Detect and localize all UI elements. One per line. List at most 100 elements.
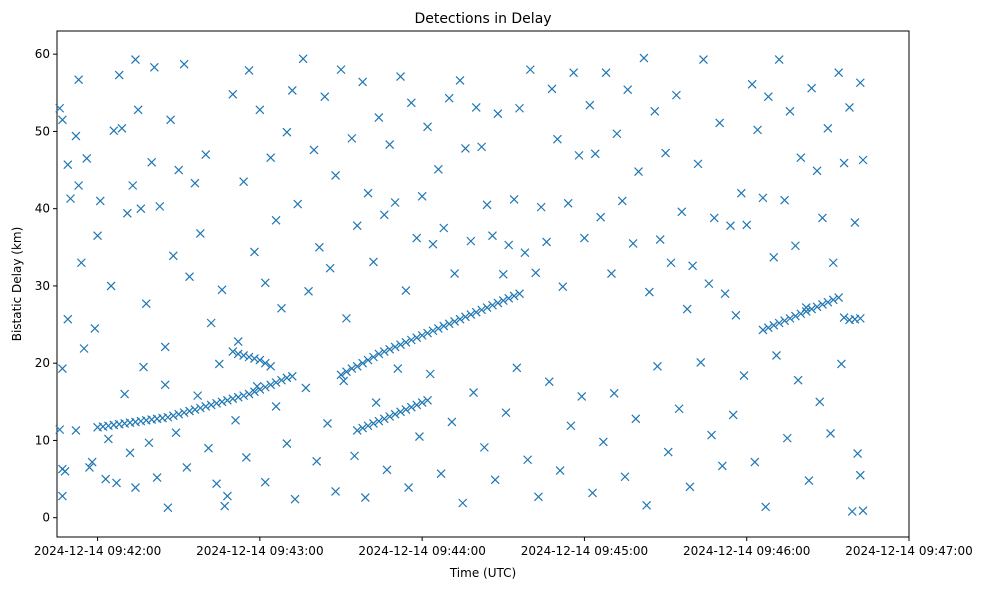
data-point bbox=[255, 355, 265, 365]
y-tick-label: 20 bbox=[35, 356, 50, 370]
data-point bbox=[847, 507, 857, 516]
data-point bbox=[228, 347, 238, 357]
data-point bbox=[385, 412, 395, 421]
data-point bbox=[331, 171, 341, 180]
data-point bbox=[747, 79, 757, 89]
data-point bbox=[531, 268, 541, 278]
data-point bbox=[406, 98, 416, 108]
data-point bbox=[580, 233, 589, 243]
data-point bbox=[190, 405, 200, 414]
data-point bbox=[63, 160, 73, 170]
data-point bbox=[628, 239, 638, 248]
data-point bbox=[304, 286, 313, 296]
data-point bbox=[239, 177, 249, 187]
data-point bbox=[260, 477, 270, 487]
data-point bbox=[482, 200, 492, 210]
data-point bbox=[341, 367, 351, 377]
data-point bbox=[122, 208, 132, 218]
data-point bbox=[57, 491, 67, 501]
data-point bbox=[715, 118, 725, 128]
data-point bbox=[653, 361, 662, 371]
data-point bbox=[774, 318, 784, 328]
data-point bbox=[339, 376, 349, 386]
data-point bbox=[423, 122, 432, 132]
data-point bbox=[782, 433, 792, 443]
data-point bbox=[552, 134, 562, 144]
data-point bbox=[120, 389, 130, 399]
data-point bbox=[133, 105, 143, 115]
data-point bbox=[588, 488, 597, 498]
data-point bbox=[479, 442, 489, 452]
data-point bbox=[396, 407, 405, 417]
data-point bbox=[650, 106, 660, 116]
data-point bbox=[515, 289, 524, 299]
data-point bbox=[201, 150, 211, 160]
data-point bbox=[677, 207, 687, 217]
data-point bbox=[412, 333, 422, 343]
data-point bbox=[590, 149, 600, 159]
data-point bbox=[239, 351, 249, 360]
data-point bbox=[79, 344, 89, 353]
data-point bbox=[498, 269, 508, 279]
data-point bbox=[850, 218, 860, 228]
data-point bbox=[858, 155, 868, 165]
data-point bbox=[493, 109, 503, 119]
data-point bbox=[417, 398, 427, 408]
data-point bbox=[149, 62, 159, 72]
data-point bbox=[250, 247, 259, 257]
data-point bbox=[325, 263, 335, 273]
data-point bbox=[117, 123, 127, 133]
data-point bbox=[369, 352, 378, 362]
data-point bbox=[201, 402, 211, 411]
data-point bbox=[699, 55, 708, 65]
data-point bbox=[171, 428, 181, 438]
data-point bbox=[750, 457, 760, 467]
data-point bbox=[607, 269, 616, 278]
data-point bbox=[152, 473, 162, 482]
data-point bbox=[93, 231, 102, 241]
data-point bbox=[585, 100, 595, 110]
x-tick-label: 2024-12-14 09:47:00 bbox=[845, 544, 972, 558]
data-point bbox=[785, 106, 795, 116]
data-point bbox=[128, 181, 138, 190]
data-point bbox=[823, 297, 833, 307]
x-axis-ticks: 2024-12-14 09:42:00 2024-12-14 09:43:00 20… bbox=[34, 537, 973, 558]
data-point bbox=[574, 150, 584, 160]
data-point bbox=[796, 309, 806, 319]
data-point bbox=[425, 369, 435, 379]
data-point bbox=[412, 400, 422, 410]
data-point bbox=[57, 364, 67, 374]
data-point bbox=[566, 421, 576, 431]
data-point bbox=[696, 357, 706, 367]
data-point bbox=[488, 231, 497, 241]
data-point bbox=[704, 279, 714, 289]
data-point bbox=[482, 303, 492, 312]
data-point bbox=[823, 123, 833, 133]
data-point bbox=[444, 93, 454, 103]
data-point bbox=[460, 143, 470, 153]
data-point bbox=[160, 380, 170, 390]
data-point bbox=[179, 408, 189, 418]
data-point bbox=[233, 349, 243, 359]
data-point bbox=[144, 438, 154, 448]
data-point bbox=[763, 323, 773, 333]
data-point bbox=[231, 415, 240, 425]
data-point bbox=[455, 76, 465, 85]
data-point bbox=[439, 223, 449, 233]
data-point bbox=[682, 304, 692, 314]
data-point bbox=[239, 391, 249, 401]
y-axis-label: Bistatic Delay (km) bbox=[10, 227, 24, 342]
data-point bbox=[382, 465, 392, 475]
data-point bbox=[812, 302, 822, 312]
data-point bbox=[320, 92, 330, 102]
data-point bbox=[790, 311, 800, 321]
data-point bbox=[369, 419, 378, 428]
data-point bbox=[103, 434, 113, 444]
data-point bbox=[125, 448, 135, 458]
data-point bbox=[363, 188, 373, 198]
data-point bbox=[374, 113, 384, 122]
data-point bbox=[287, 86, 297, 95]
data-point bbox=[374, 349, 384, 359]
data-point bbox=[266, 153, 276, 163]
